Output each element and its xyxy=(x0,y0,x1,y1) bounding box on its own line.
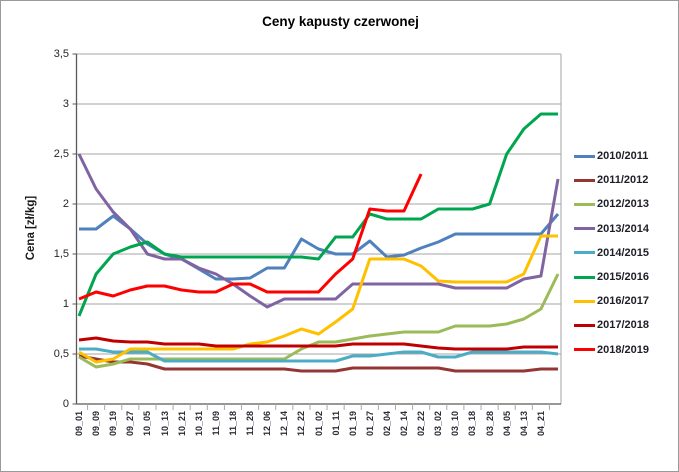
legend-swatch xyxy=(574,202,595,206)
legend-label: 2016/2017 xyxy=(597,295,649,308)
x-tick-label: 09_09 xyxy=(91,411,102,437)
y-tick-label: 1 xyxy=(62,298,69,310)
x-tick-label: 03_18 xyxy=(467,411,478,437)
x-tick-label: 01_11 xyxy=(330,411,341,436)
legend-item-2012-2013: 2012/2013 xyxy=(574,192,649,216)
series-line-2015-2016 xyxy=(77,112,558,317)
x-tick-label: 12_22 xyxy=(296,411,307,437)
legend-item-2015-2016: 2015/2016 xyxy=(574,265,649,289)
x-tick-label: 09_27 xyxy=(125,411,136,437)
chart-title: Ceny kapusty czerwonej xyxy=(262,14,419,29)
x-tick-label: 02_14 xyxy=(399,411,410,437)
x-tick-label: 01_19 xyxy=(347,411,358,437)
legend-label: 2013/2014 xyxy=(597,222,649,235)
legend-label: 2012/2013 xyxy=(597,198,649,211)
legend-swatch xyxy=(574,348,595,352)
legend-swatch xyxy=(574,299,595,303)
y-tick-label: 0,5 xyxy=(53,348,69,360)
y-tick-label: 0 xyxy=(62,398,69,410)
y-tick-label: 2,5 xyxy=(53,148,69,160)
x-tick-label: 09_19 xyxy=(108,411,119,437)
x-tick-label: 01_27 xyxy=(364,411,375,437)
y-tick-label: 3 xyxy=(62,98,69,110)
x-tick-label: 10_13 xyxy=(159,411,170,437)
legend-item-2016-2017: 2016/2017 xyxy=(574,289,649,313)
y-tick-label: 1,5 xyxy=(53,248,69,260)
legend-item-2011-2012: 2011/2012 xyxy=(574,168,649,192)
legend-swatch xyxy=(574,275,595,279)
x-tick-label: 02_04 xyxy=(381,411,392,437)
legend-swatch xyxy=(574,178,595,182)
x-tick-label: 04_21 xyxy=(535,411,546,437)
x-tick-label: 09_01 xyxy=(74,411,84,437)
legend-item-2018-2019: 2018/2019 xyxy=(574,338,649,362)
series-line-2011-2012 xyxy=(78,354,558,373)
x-tick-label: 10_05 xyxy=(142,411,153,437)
x-tick-label: 11_09 xyxy=(210,411,221,436)
x-tick-label: 04_13 xyxy=(518,411,529,437)
legend-label: 2015/2016 xyxy=(597,271,649,284)
series-line-2016-2017 xyxy=(78,234,558,364)
series-line-2018-2019 xyxy=(78,173,423,301)
legend-item-2010-2011: 2010/2011 xyxy=(574,144,649,168)
legend-label: 2017/2018 xyxy=(597,319,649,332)
x-tick-label: 03_10 xyxy=(450,411,461,437)
legend-swatch xyxy=(574,251,595,255)
legend-item-2013-2014: 2013/2014 xyxy=(574,217,649,241)
x-tick-label: 04_05 xyxy=(501,411,512,437)
x-tick-label: 03_28 xyxy=(484,411,495,437)
series-line-2010-2011 xyxy=(79,213,560,281)
x-tick-label: 02_22 xyxy=(416,411,427,437)
x-tick-label: 12_06 xyxy=(262,411,273,437)
x-tick-label: 12_14 xyxy=(279,411,290,437)
legend-swatch xyxy=(574,227,595,231)
series-line-2014-2015 xyxy=(79,347,559,363)
y-tick-label: 2 xyxy=(62,198,69,210)
x-tick-label: 11_28 xyxy=(245,411,256,436)
legend-label: 2011/2012 xyxy=(597,174,649,187)
x-tick-label: 10_21 xyxy=(176,411,187,437)
legend-label: 2018/2019 xyxy=(597,343,649,356)
legend-item-2014-2015: 2014/2015 xyxy=(574,241,649,265)
legend-item-2017-2018: 2017/2018 xyxy=(574,313,649,337)
legend: 2010/2011 2011/2012 2012/2013 2013/2014 2014… xyxy=(574,144,649,362)
legend-label: 2010/2011 xyxy=(597,150,649,163)
series-line-2017-2018 xyxy=(78,336,558,351)
legend-label: 2014/2015 xyxy=(597,246,649,259)
x-tick-label: 03_02 xyxy=(433,411,444,437)
x-tick-label: 11_18 xyxy=(227,411,238,436)
x-tick-label: 10_31 xyxy=(193,411,204,437)
legend-swatch xyxy=(574,323,595,327)
y-tick-label: 3,5 xyxy=(53,48,69,60)
legend-swatch xyxy=(574,154,595,158)
series-line-2013-2014 xyxy=(77,153,560,309)
x-tick-label: 01_02 xyxy=(313,411,324,437)
